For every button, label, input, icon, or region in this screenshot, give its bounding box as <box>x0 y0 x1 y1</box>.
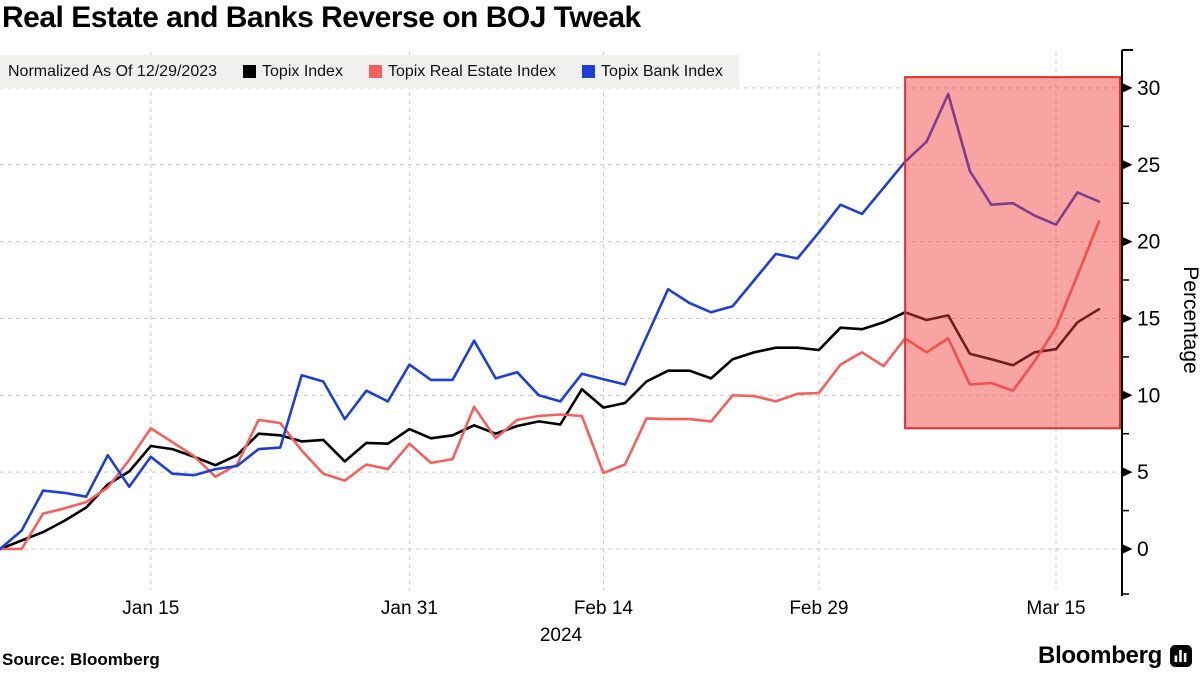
svg-text:15: 15 <box>1137 308 1160 331</box>
svg-text:30: 30 <box>1137 77 1160 100</box>
real-estate-swatch-icon <box>368 65 382 78</box>
bloomberg-logo: Bloomberg <box>1038 642 1192 670</box>
svg-text:2024: 2024 <box>540 625 583 646</box>
topix-index-swatch-icon <box>243 65 257 78</box>
legend-label: Topix Real Estate Index <box>387 62 557 80</box>
svg-text:20: 20 <box>1137 231 1160 254</box>
svg-text:Feb 14: Feb 14 <box>574 598 634 619</box>
chart-title: Real Estate and Banks Reverse on BOJ Twe… <box>2 1 641 34</box>
bloomberg-wordmark: Bloomberg <box>1038 642 1162 669</box>
svg-text:5: 5 <box>1137 461 1149 484</box>
chart-legend: Normalized As Of 12/29/2023 Topix Index … <box>0 55 739 88</box>
svg-text:10: 10 <box>1137 384 1160 407</box>
legend-label: Topix Index <box>262 62 343 80</box>
legend-item-bank: Topix Bank Index <box>582 63 723 81</box>
legend-label: Topix Bank Index <box>601 62 723 80</box>
svg-text:Feb 29: Feb 29 <box>789 598 848 619</box>
svg-text:Mar 15: Mar 15 <box>1026 598 1085 619</box>
svg-text:Percentage: Percentage <box>1179 266 1200 373</box>
legend-note: Normalized As Of 12/29/2023 <box>8 62 218 80</box>
svg-text:Jan 31: Jan 31 <box>381 598 438 619</box>
bank-swatch-icon <box>582 65 596 78</box>
source-note: Source: Bloomberg <box>2 650 160 669</box>
svg-text:25: 25 <box>1137 154 1160 177</box>
legend-item-real-estate: Topix Real Estate Index <box>368 62 557 81</box>
svg-text:0: 0 <box>1137 538 1149 561</box>
legend-item-topix: Topix Index <box>243 63 343 81</box>
bloomberg-chart-icon <box>1170 645 1192 667</box>
svg-text:Jan 15: Jan 15 <box>122 598 179 619</box>
